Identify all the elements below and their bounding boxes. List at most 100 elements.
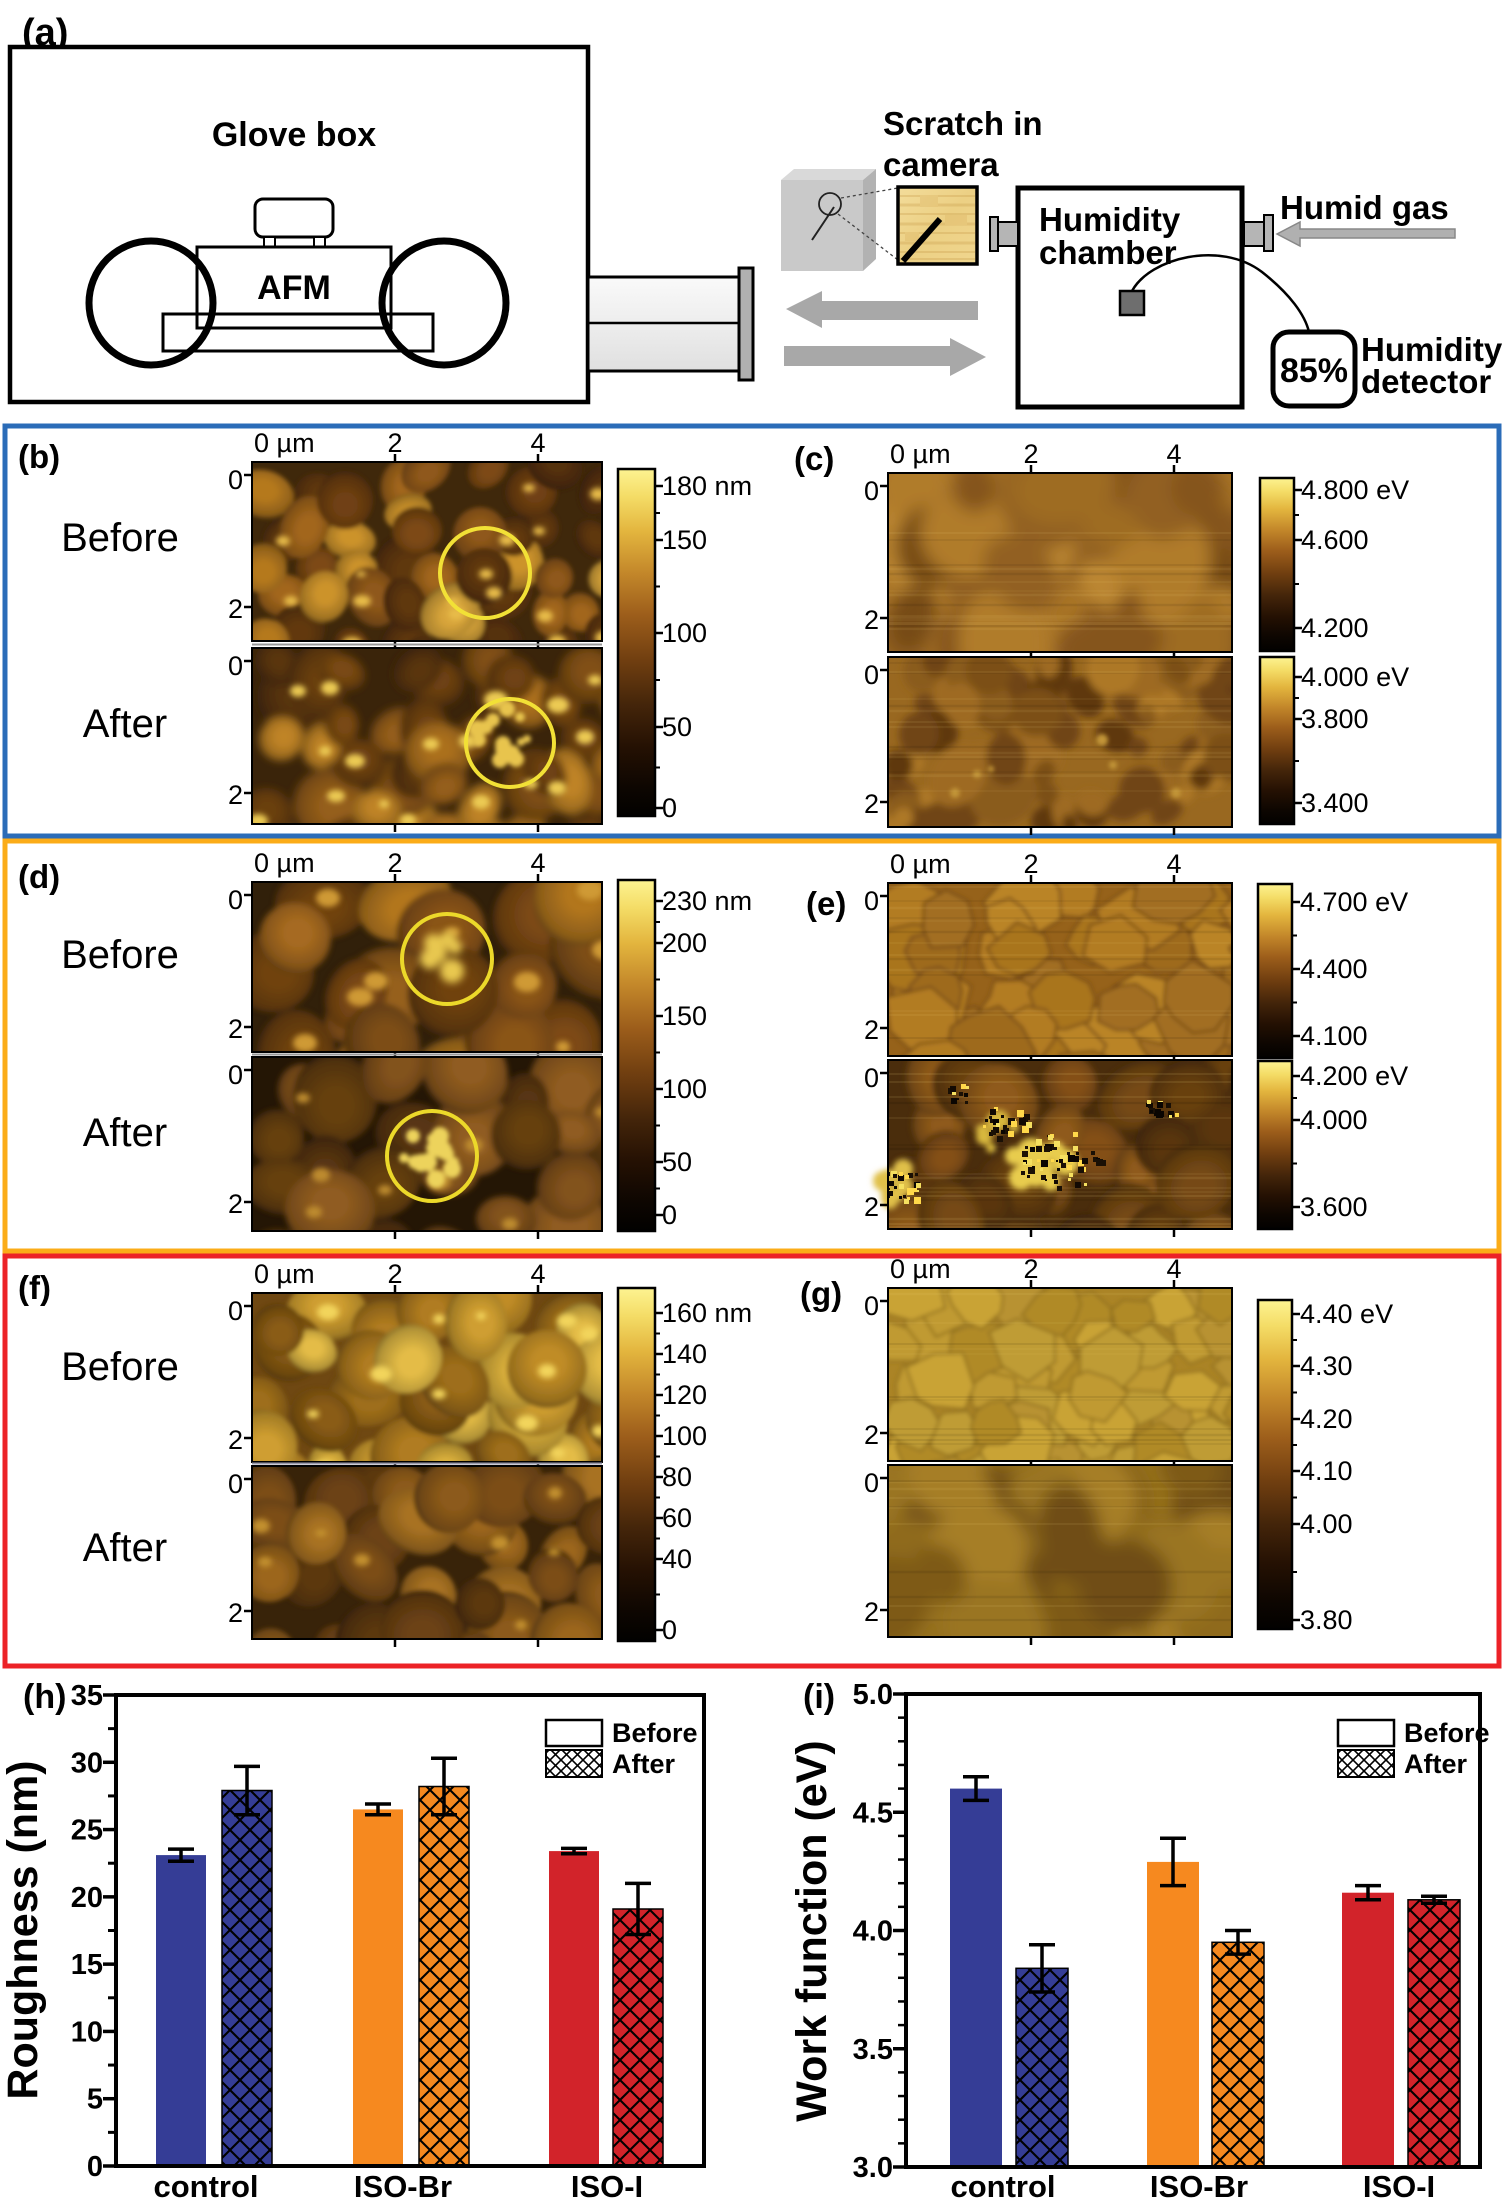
svg-text:0: 0 (864, 886, 879, 916)
svg-text:After: After (83, 702, 167, 746)
svg-text:2: 2 (864, 789, 879, 819)
svg-text:4: 4 (1166, 439, 1181, 469)
svg-text:10: 10 (71, 2016, 103, 2048)
svg-text:control: control (950, 2169, 1055, 2204)
svg-text:Before: Before (612, 1718, 698, 1748)
svg-text:Glove box: Glove box (212, 116, 376, 154)
svg-text:After: After (83, 1111, 167, 1155)
svg-text:150: 150 (662, 1001, 707, 1031)
svg-text:AFM: AFM (257, 269, 331, 307)
svg-text:4.100: 4.100 (1300, 1021, 1368, 1051)
svg-text:5: 5 (87, 2084, 103, 2116)
svg-text:2: 2 (387, 848, 402, 878)
svg-text:0: 0 (864, 476, 879, 506)
svg-text:4.200 eV: 4.200 eV (1300, 1061, 1408, 1091)
svg-text:ISO-I: ISO-I (1363, 2169, 1435, 2204)
svg-text:chamber: chamber (1039, 234, 1177, 271)
svg-text:(e): (e) (806, 885, 846, 922)
svg-text:Humidity: Humidity (1361, 331, 1503, 368)
svg-text:Humidity: Humidity (1039, 201, 1181, 238)
svg-text:4: 4 (1166, 1254, 1181, 1284)
svg-text:4.0: 4.0 (853, 1916, 893, 1948)
svg-text:4.700 eV: 4.700 eV (1300, 887, 1408, 917)
svg-text:2: 2 (864, 1597, 879, 1627)
svg-text:0: 0 (228, 1469, 243, 1499)
svg-text:3.0: 3.0 (853, 2152, 893, 2184)
svg-text:0 µm: 0 µm (254, 428, 315, 458)
svg-text:2: 2 (228, 1598, 243, 1628)
svg-text:0: 0 (228, 885, 243, 915)
svg-text:camera: camera (883, 146, 999, 183)
svg-text:0: 0 (228, 651, 243, 681)
svg-text:ISO-I: ISO-I (571, 2169, 643, 2204)
svg-text:detector: detector (1361, 363, 1491, 400)
svg-text:4.20: 4.20 (1300, 1404, 1353, 1434)
svg-text:Before: Before (1404, 1718, 1490, 1748)
svg-text:ISO-Br: ISO-Br (354, 2169, 452, 2204)
svg-text:4.000: 4.000 (1300, 1105, 1368, 1135)
svg-text:120: 120 (662, 1380, 707, 1410)
svg-text:4: 4 (530, 428, 545, 458)
svg-text:200: 200 (662, 928, 707, 958)
svg-text:(d): (d) (18, 858, 60, 895)
svg-text:0: 0 (228, 1060, 243, 1090)
svg-text:0 µm: 0 µm (890, 1254, 951, 1284)
svg-text:(b): (b) (18, 438, 60, 475)
svg-text:Before: Before (61, 933, 179, 977)
svg-text:Scratch in: Scratch in (883, 105, 1043, 142)
svg-text:2: 2 (228, 780, 243, 810)
svg-text:2: 2 (1023, 849, 1038, 879)
svg-text:After: After (1404, 1749, 1467, 1779)
svg-text:50: 50 (662, 712, 692, 742)
svg-text:100: 100 (662, 1074, 707, 1104)
svg-text:0: 0 (662, 1615, 677, 1645)
svg-text:140: 140 (662, 1339, 707, 1369)
svg-text:0: 0 (662, 1200, 677, 1230)
svg-text:2: 2 (864, 1015, 879, 1045)
svg-text:15: 15 (71, 1949, 103, 1981)
svg-text:0: 0 (864, 660, 879, 690)
svg-text:2: 2 (228, 1014, 243, 1044)
svg-text:160 nm: 160 nm (662, 1298, 752, 1328)
svg-text:4: 4 (530, 848, 545, 878)
svg-text:60: 60 (662, 1503, 692, 1533)
svg-text:Humid gas: Humid gas (1280, 189, 1449, 226)
svg-text:2: 2 (864, 605, 879, 635)
svg-text:Before: Before (61, 1345, 179, 1389)
svg-text:2: 2 (228, 1189, 243, 1219)
svg-text:4.40 eV: 4.40 eV (1300, 1299, 1393, 1329)
svg-text:35: 35 (71, 1680, 103, 1712)
svg-text:0: 0 (662, 793, 677, 823)
svg-text:Work function (eV): Work function (eV) (788, 1740, 836, 2121)
svg-text:4.800 eV: 4.800 eV (1301, 475, 1409, 505)
svg-text:0 µm: 0 µm (254, 1259, 315, 1289)
svg-text:2: 2 (864, 1420, 879, 1450)
svg-text:(g): (g) (800, 1275, 842, 1312)
svg-text:30: 30 (71, 1747, 103, 1779)
svg-text:40: 40 (662, 1544, 692, 1574)
svg-text:150: 150 (662, 525, 707, 555)
svg-text:control: control (153, 2169, 258, 2204)
svg-text:2: 2 (228, 594, 243, 624)
svg-text:ISO-Br: ISO-Br (1150, 2169, 1248, 2204)
svg-text:4.400: 4.400 (1300, 954, 1368, 984)
svg-text:0: 0 (87, 2151, 103, 2183)
svg-text:2: 2 (864, 1192, 879, 1222)
svg-text:3.80: 3.80 (1300, 1605, 1353, 1635)
svg-text:2: 2 (387, 428, 402, 458)
svg-text:0: 0 (228, 465, 243, 495)
svg-text:(c): (c) (794, 440, 834, 477)
svg-text:4.000 eV: 4.000 eV (1301, 662, 1409, 692)
svg-text:4.5: 4.5 (853, 1797, 893, 1829)
svg-text:2: 2 (387, 1259, 402, 1289)
svg-text:25: 25 (71, 1815, 103, 1847)
svg-text:100: 100 (662, 618, 707, 648)
svg-text:4.00: 4.00 (1300, 1509, 1353, 1539)
svg-text:0: 0 (864, 1291, 879, 1321)
svg-text:0: 0 (864, 1063, 879, 1093)
svg-text:After: After (83, 1526, 167, 1570)
svg-text:0 µm: 0 µm (890, 849, 951, 879)
svg-text:4.30: 4.30 (1300, 1351, 1353, 1381)
svg-text:180 nm: 180 nm (662, 471, 752, 501)
svg-text:4.200: 4.200 (1301, 613, 1369, 643)
